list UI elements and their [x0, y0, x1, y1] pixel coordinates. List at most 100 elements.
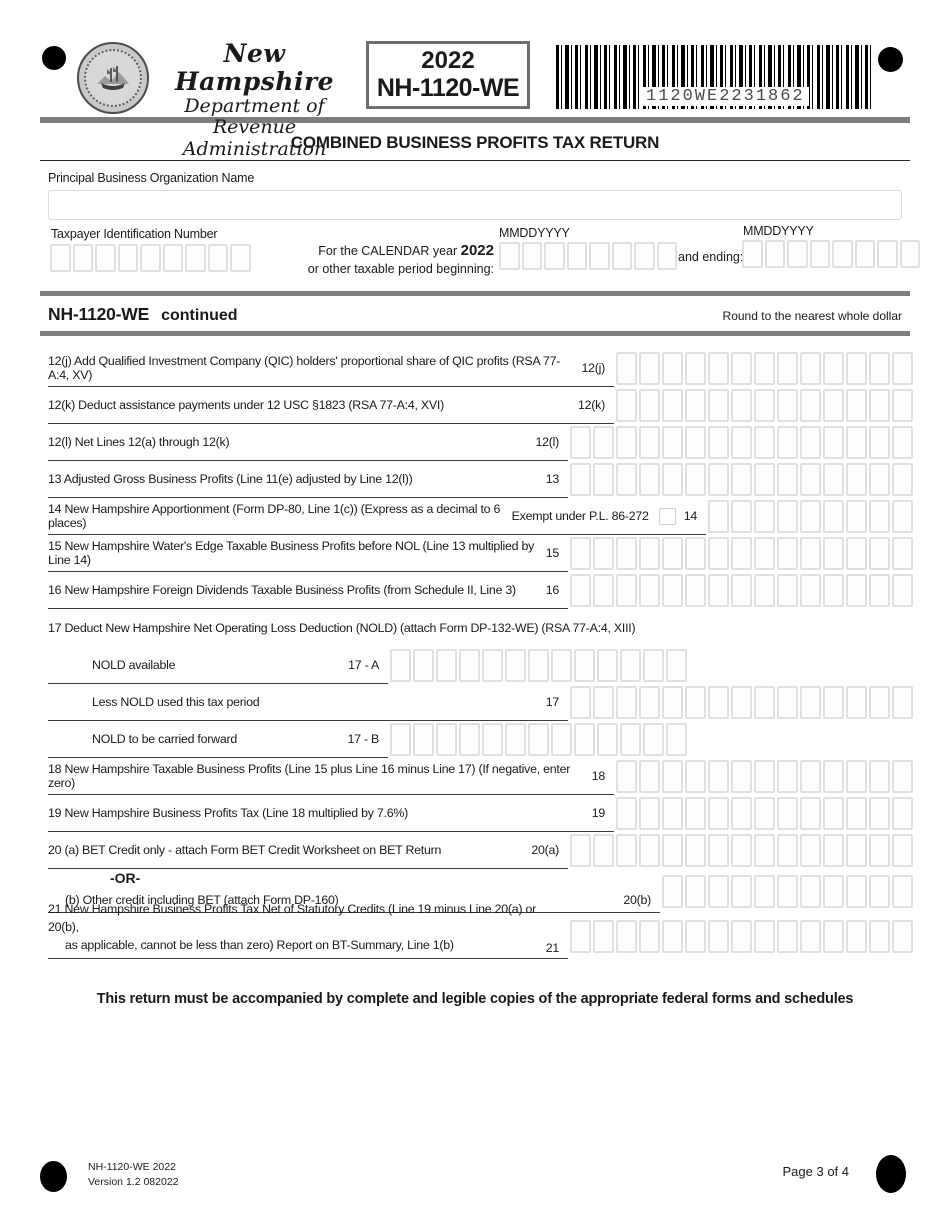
amount-digit-box[interactable]: [846, 463, 867, 496]
amount-digit-box[interactable]: [869, 760, 890, 793]
amount-digit-box[interactable]: [731, 797, 752, 830]
amount-digit-box[interactable]: [662, 760, 683, 793]
amount-digit-box[interactable]: [662, 919, 683, 953]
amount-digit-box[interactable]: [570, 919, 591, 953]
amount-digit-box[interactable]: [570, 537, 591, 570]
amount-digit-box[interactable]: [892, 797, 913, 830]
amount-digit-box[interactable]: [620, 723, 641, 756]
amount-digit-box[interactable]: [823, 834, 844, 867]
tin-digit-box[interactable]: [162, 244, 183, 272]
amount-digit-box[interactable]: [892, 389, 913, 422]
amount-digit-box[interactable]: [869, 919, 890, 953]
tin-digit-box[interactable]: [140, 244, 161, 272]
amount-digit-box[interactable]: [869, 389, 890, 422]
amount-digit-box[interactable]: [800, 500, 821, 533]
org-name-input[interactable]: [48, 190, 902, 220]
amount-digit-box[interactable]: [528, 649, 549, 682]
amount-digit-box[interactable]: [390, 649, 411, 682]
end-date-digit-box[interactable]: [854, 240, 875, 268]
amount-digit-box[interactable]: [662, 463, 683, 496]
amount-digit-box[interactable]: [800, 760, 821, 793]
amount-digit-box[interactable]: [892, 352, 913, 385]
amount-digit-box[interactable]: [846, 919, 867, 953]
amount-digit-box[interactable]: [731, 500, 752, 533]
amount-digit-box[interactable]: [436, 649, 457, 682]
amount-digit-box[interactable]: [846, 500, 867, 533]
amount-digit-box[interactable]: [731, 352, 752, 385]
amount-digit-box[interactable]: [685, 874, 706, 908]
amount-digit-box[interactable]: [869, 834, 890, 867]
amount-digit-box[interactable]: [869, 537, 890, 570]
amount-digit-box[interactable]: [777, 574, 798, 607]
amount-digit-box[interactable]: [846, 389, 867, 422]
begin-date-digit-box[interactable]: [566, 242, 587, 270]
amount-digit-box[interactable]: [800, 919, 821, 953]
amount-digit-box[interactable]: [892, 463, 913, 496]
amount-digit-box[interactable]: [754, 574, 775, 607]
amount-digit-box[interactable]: [616, 919, 637, 953]
amount-digit-box[interactable]: [551, 723, 572, 756]
amount-digit-box[interactable]: [708, 919, 729, 953]
amount-digit-box[interactable]: [777, 686, 798, 719]
amount-digit-box[interactable]: [593, 686, 614, 719]
amount-digit-box[interactable]: [685, 797, 706, 830]
amount-digit-box[interactable]: [892, 426, 913, 459]
amount-digit-box[interactable]: [754, 919, 775, 953]
amount-digit-box[interactable]: [800, 463, 821, 496]
exempt-checkbox[interactable]: [658, 507, 676, 525]
amount-digit-box[interactable]: [643, 723, 664, 756]
amount-digit-box[interactable]: [892, 500, 913, 533]
amount-digit-box[interactable]: [685, 834, 706, 867]
amount-digit-box[interactable]: [708, 797, 729, 830]
amount-digit-box[interactable]: [459, 649, 480, 682]
amount-digit-box[interactable]: [616, 352, 637, 385]
amount-digit-box[interactable]: [892, 686, 913, 719]
amount-digit-box[interactable]: [731, 574, 752, 607]
amount-digit-box[interactable]: [892, 834, 913, 867]
amount-digit-box[interactable]: [685, 686, 706, 719]
amount-digit-box[interactable]: [754, 389, 775, 422]
begin-date-digit-box[interactable]: [656, 242, 677, 270]
amount-digit-box[interactable]: [593, 919, 614, 953]
amount-digit-box[interactable]: [754, 760, 775, 793]
amount-digit-box[interactable]: [643, 649, 664, 682]
amount-digit-box[interactable]: [754, 797, 775, 830]
amount-digit-box[interactable]: [708, 389, 729, 422]
amount-digit-box[interactable]: [777, 500, 798, 533]
amount-digit-box[interactable]: [754, 874, 775, 908]
amount-digit-box[interactable]: [823, 389, 844, 422]
end-date-digit-box[interactable]: [809, 240, 830, 268]
amount-digit-box[interactable]: [869, 874, 890, 908]
amount-digit-box[interactable]: [666, 649, 687, 682]
amount-digit-box[interactable]: [639, 760, 660, 793]
amount-digit-box[interactable]: [823, 760, 844, 793]
amount-digit-box[interactable]: [731, 834, 752, 867]
tin-digit-box[interactable]: [95, 244, 116, 272]
amount-digit-box[interactable]: [570, 686, 591, 719]
amount-digit-box[interactable]: [505, 723, 526, 756]
amount-digit-box[interactable]: [754, 463, 775, 496]
amount-digit-box[interactable]: [528, 723, 549, 756]
amount-digit-box[interactable]: [616, 463, 637, 496]
amount-digit-box[interactable]: [593, 426, 614, 459]
amount-digit-box[interactable]: [731, 760, 752, 793]
begin-date-digit-box[interactable]: [521, 242, 542, 270]
amount-digit-box[interactable]: [846, 574, 867, 607]
amount-digit-box[interactable]: [754, 834, 775, 867]
amount-digit-box[interactable]: [800, 537, 821, 570]
amount-digit-box[interactable]: [616, 686, 637, 719]
amount-digit-box[interactable]: [708, 426, 729, 459]
amount-digit-box[interactable]: [459, 723, 480, 756]
amount-digit-box[interactable]: [685, 389, 706, 422]
end-date-digit-box[interactable]: [787, 240, 808, 268]
amount-digit-box[interactable]: [892, 760, 913, 793]
amount-digit-box[interactable]: [869, 426, 890, 459]
amount-digit-box[interactable]: [639, 426, 660, 459]
amount-digit-box[interactable]: [685, 919, 706, 953]
amount-digit-box[interactable]: [616, 760, 637, 793]
amount-digit-box[interactable]: [708, 834, 729, 867]
amount-digit-box[interactable]: [892, 574, 913, 607]
amount-digit-box[interactable]: [823, 574, 844, 607]
amount-digit-box[interactable]: [574, 723, 595, 756]
amount-digit-box[interactable]: [597, 723, 618, 756]
